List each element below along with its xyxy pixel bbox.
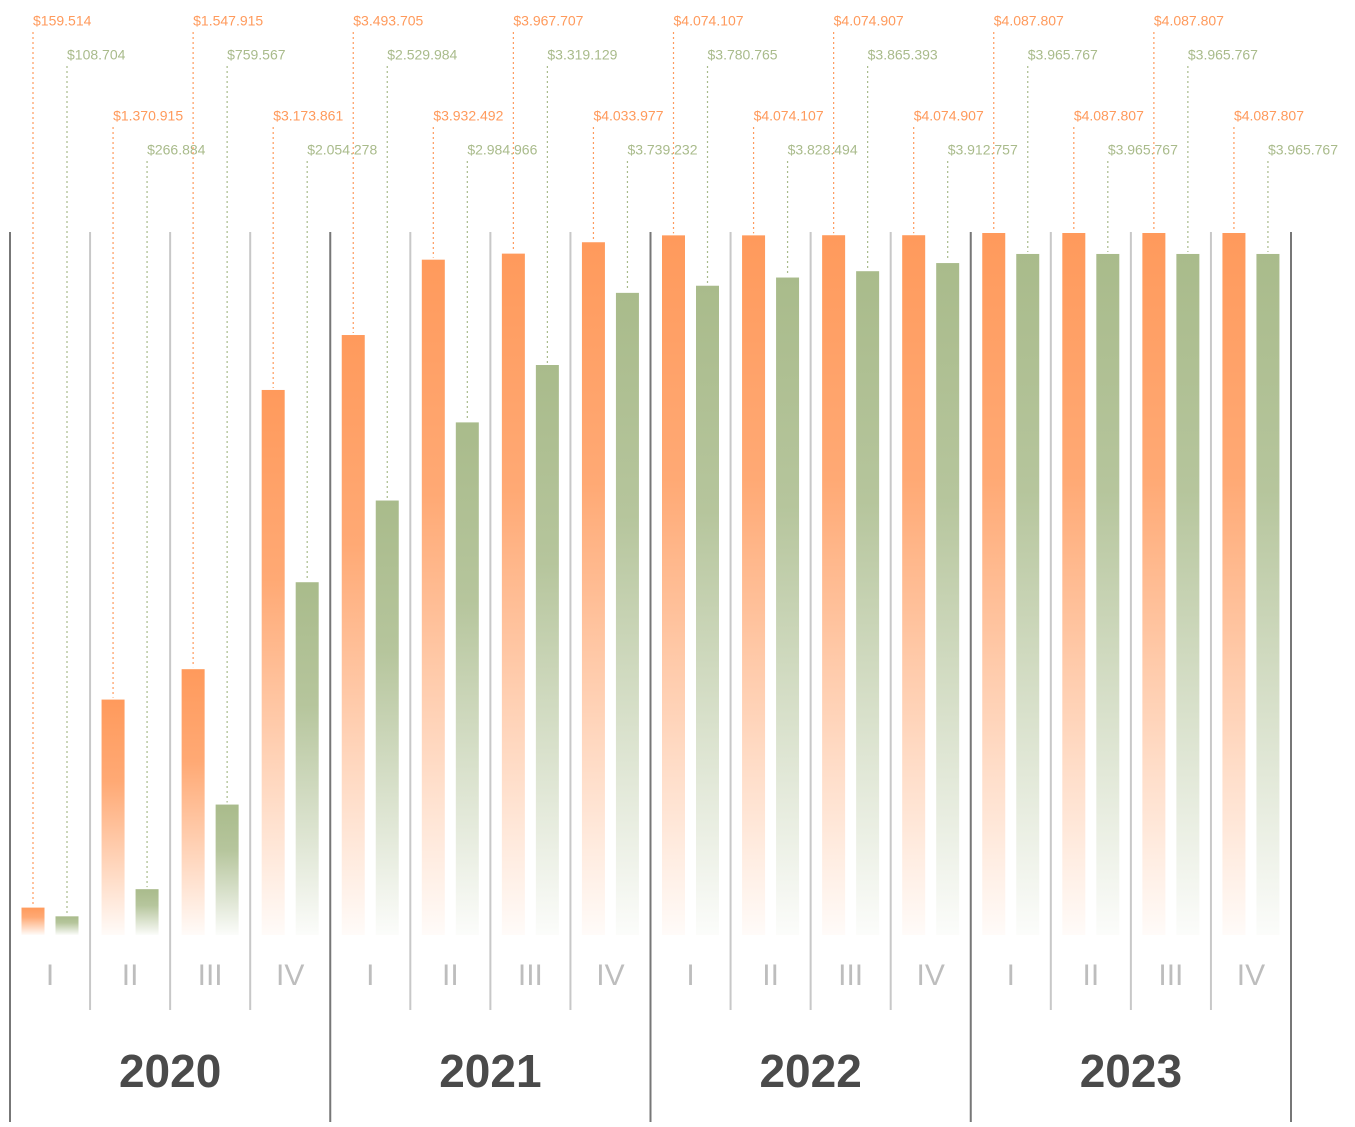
value-label: $3.739.232 (627, 142, 697, 158)
quarter-label: III (198, 959, 223, 992)
bar (982, 233, 1006, 935)
value-label: $3.912.757 (948, 142, 1018, 158)
quarter-label: II (762, 959, 779, 992)
value-label: $2.529.984 (387, 47, 457, 63)
bar (1016, 253, 1040, 936)
quarter-label: I (686, 959, 694, 992)
year-label: 2022 (759, 1045, 861, 1097)
bar (1256, 253, 1280, 936)
bar (341, 335, 365, 935)
value-label: $4.087.807 (1074, 108, 1144, 124)
value-label: $3.828.494 (788, 142, 858, 158)
quarter-label: IV (276, 959, 304, 992)
bar (215, 804, 239, 935)
bar (21, 907, 45, 935)
bar (1222, 233, 1246, 935)
bar (421, 259, 445, 936)
value-label: $1.370.915 (113, 108, 183, 124)
bar (1176, 253, 1200, 936)
year-label: 2021 (439, 1045, 541, 1097)
bar (455, 422, 479, 936)
value-label: $3.965.767 (1268, 142, 1338, 158)
year-label: 2020 (119, 1045, 221, 1097)
value-label: $266.884 (147, 142, 206, 158)
bar (375, 500, 399, 935)
value-label: $3.319.129 (547, 47, 617, 63)
bar (936, 263, 960, 935)
bar (1062, 233, 1086, 935)
bar (1142, 233, 1166, 935)
bar (55, 916, 79, 935)
value-label: $4.074.907 (914, 108, 984, 124)
value-label: $4.087.807 (1234, 108, 1304, 124)
quarter-label: I (46, 959, 54, 992)
value-label: $4.074.907 (834, 13, 904, 29)
value-label: $4.074.107 (754, 108, 824, 124)
bar (535, 365, 559, 935)
quarter-label: I (366, 959, 374, 992)
value-label: $4.087.807 (1154, 13, 1224, 29)
value-label: $3.173.861 (273, 108, 343, 124)
value-label: $3.865.393 (868, 47, 938, 63)
value-label: $3.965.767 (1108, 142, 1178, 158)
bar (822, 235, 846, 935)
value-label: $3.493.705 (353, 13, 423, 29)
value-label: $2.984.966 (467, 142, 537, 158)
value-label: $1.547.915 (193, 13, 263, 29)
value-label: $3.932.492 (433, 108, 503, 124)
value-label: $4.074.107 (674, 13, 744, 29)
bar (662, 235, 685, 935)
bar (1096, 253, 1120, 936)
quarter-label: II (1083, 959, 1100, 992)
value-label: $4.033.977 (593, 108, 663, 124)
bar (776, 277, 800, 936)
quarter-label: III (518, 959, 543, 992)
value-label: $108.704 (67, 47, 126, 63)
quarter-label: III (838, 959, 863, 992)
bar (581, 242, 605, 935)
value-label: $2.054.278 (307, 142, 377, 158)
quarter-label: I (1007, 959, 1015, 992)
quarter-label: IV (1237, 959, 1265, 992)
bar (101, 699, 125, 935)
bar (696, 285, 719, 935)
bar (856, 271, 880, 935)
value-label: $3.967.707 (513, 13, 583, 29)
value-label: $3.780.765 (708, 47, 778, 63)
bar (135, 889, 159, 935)
bar (902, 235, 926, 935)
quarter-label: IV (917, 959, 945, 992)
value-label: $759.567 (227, 47, 286, 63)
quarter-label: III (1158, 959, 1183, 992)
bar (501, 253, 525, 935)
quarter-label: II (442, 959, 459, 992)
bar (742, 235, 766, 935)
quarter-label: II (122, 959, 139, 992)
quarter-label: IV (596, 959, 624, 992)
bar (615, 292, 639, 936)
bar (181, 669, 205, 935)
value-label: $4.087.807 (994, 13, 1064, 29)
value-label: $3.965.767 (1028, 47, 1098, 63)
bar (261, 389, 285, 935)
bar (295, 582, 319, 935)
year-label: 2023 (1080, 1045, 1182, 1097)
value-label: $159.514 (33, 13, 92, 29)
value-label: $3.965.767 (1188, 47, 1258, 63)
